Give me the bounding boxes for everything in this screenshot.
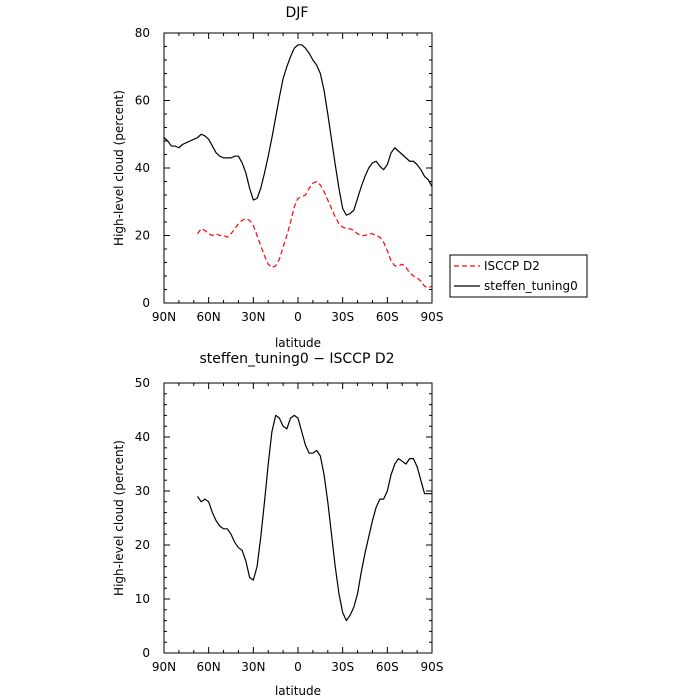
bottom-y-tick-label: 10 <box>135 592 150 606</box>
top-y-tick-label: 60 <box>135 94 150 108</box>
bottom-panel-title: steffen_tuning0 − ISCCP D2 <box>199 351 394 367</box>
bottom-panel: steffen_tuning0 − ISCCP D2 90N 60N 30N 0 30S… <box>112 351 443 698</box>
top-x-tick-label: 90S <box>421 310 444 324</box>
top-y-tick-label: 40 <box>135 161 150 175</box>
top-x-tick-label: 30S <box>331 310 354 324</box>
top-x-tick-label: 0 <box>294 310 302 324</box>
top-x-tick-label: 60N <box>197 310 221 324</box>
top-y-axis-title: High-level cloud (percent) <box>112 90 126 246</box>
bottom-y-tick-label: 50 <box>135 376 150 390</box>
top-x-axis-title: latitude <box>275 336 321 350</box>
bottom-y-tick-label: 0 <box>142 646 150 660</box>
bottom-x-axis-title: latitude <box>275 684 321 698</box>
top-x-tick-label: 60S <box>376 310 399 324</box>
top-x-tick-label: 30N <box>241 310 265 324</box>
bottom-x-tick-label: 30N <box>241 660 265 674</box>
bottom-x-tick-label: 60N <box>197 660 221 674</box>
top-axis-ticks: 90N 60N 30N 0 30S 60S 90S 0 20 40 60 80 <box>135 26 444 324</box>
top-plot-frame <box>163 32 433 304</box>
top-y-tick-label: 20 <box>135 229 150 243</box>
legend-box <box>449 254 588 298</box>
top-y-tick-label: 0 <box>142 296 150 310</box>
legend: ISCCP D2 steffen_tuning0 <box>449 254 588 298</box>
bottom-x-tick-label: 0 <box>294 660 302 674</box>
top-series-line-0 <box>197 180 433 289</box>
bottom-plot-frame <box>163 382 433 654</box>
legend-label-isccp: ISCCP D2 <box>484 259 540 273</box>
bottom-series-group <box>197 414 432 622</box>
bottom-x-tick-label: 90S <box>421 660 444 674</box>
bottom-y-tick-label: 20 <box>135 538 150 552</box>
bottom-x-tick-label: 30S <box>331 660 354 674</box>
top-y-tick-label: 80 <box>135 26 150 40</box>
bottom-y-tick-label: 40 <box>135 430 150 444</box>
legend-label-steffen: steffen_tuning0 <box>484 279 578 293</box>
top-series-line-1 <box>163 44 433 216</box>
top-panel-title: DJF <box>286 5 309 21</box>
top-series-group <box>163 44 433 289</box>
bottom-x-tick-label: 60S <box>376 660 399 674</box>
top-x-tick-label: 90N <box>152 310 176 324</box>
bottom-axis-ticks: 90N 60N 30N 0 30S 60S 90S 0 10 20 30 40 50 <box>135 376 444 674</box>
bottom-y-tick-label: 30 <box>135 484 150 498</box>
bottom-x-tick-label: 90N <box>152 660 176 674</box>
top-panel: DJF 90N 60N 30N 0 30S 60S 90S 0 20 40 60 80 latitud… <box>112 5 443 350</box>
bottom-series-line-0 <box>197 414 432 622</box>
bottom-y-axis-title: High-level cloud (percent) <box>112 440 126 596</box>
